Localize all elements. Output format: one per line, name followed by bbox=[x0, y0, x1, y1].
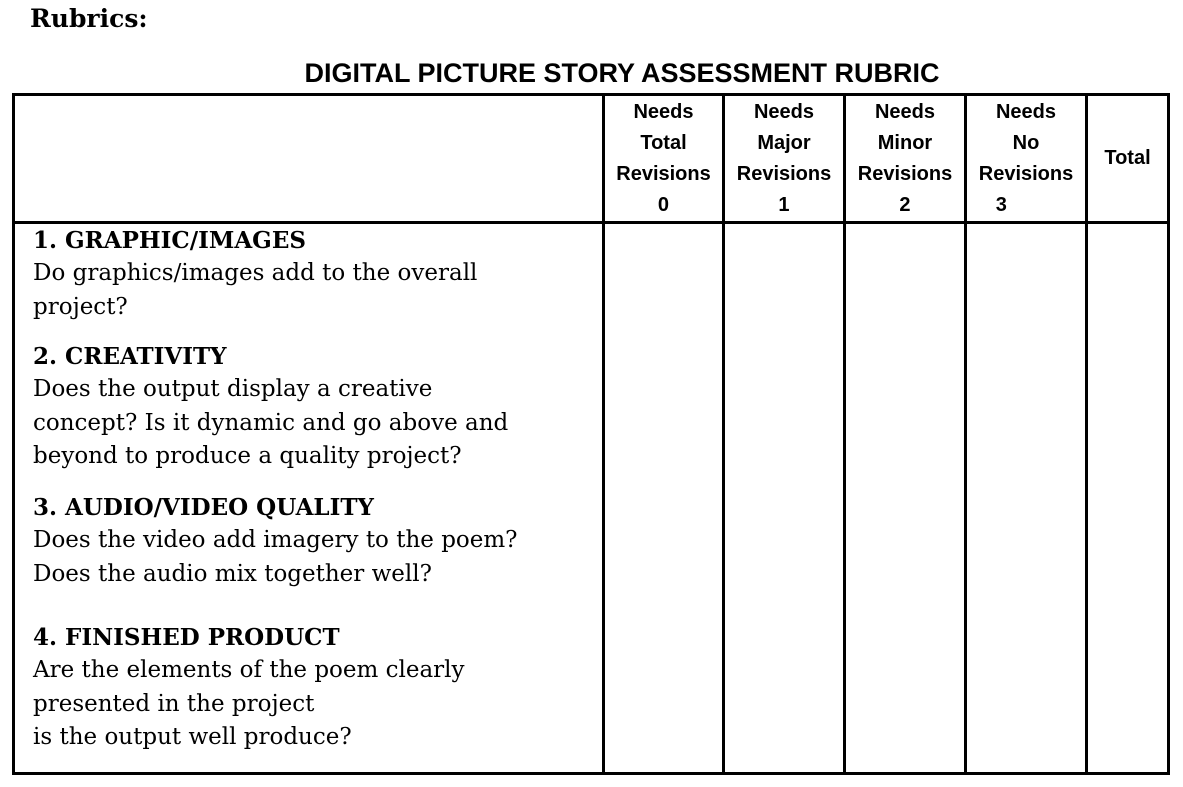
criterion-name: 1. GRAPHIC/IMAGES bbox=[33, 227, 306, 254]
column-header-line: Needs bbox=[874, 100, 935, 123]
column-header-needs-minor-revisions: Needs Minor Revisions 2 bbox=[846, 96, 964, 221]
criterion-description: Does the video add imagery to the poem? … bbox=[33, 527, 518, 587]
criterion-creativity: 2. CREATIVITY Does the output display a … bbox=[33, 340, 603, 474]
column-divider bbox=[1085, 96, 1088, 772]
column-score: 0 bbox=[657, 193, 670, 216]
column-header-line: Needs bbox=[995, 100, 1056, 123]
total-label: Total bbox=[1104, 147, 1151, 169]
header-divider bbox=[15, 221, 1167, 224]
column-header-needs-no-revisions: Needs No Revisions 3 bbox=[967, 96, 1085, 221]
column-header-line: Revisions bbox=[616, 162, 711, 185]
column-header-line: No bbox=[1012, 131, 1040, 154]
column-header-line: Needs bbox=[633, 100, 694, 123]
column-header-line: Minor bbox=[877, 131, 933, 154]
rubrics-heading: Rubrics: bbox=[30, 4, 148, 33]
criterion-graphic-images: 1. GRAPHIC/IMAGES Do graphics/images add… bbox=[33, 224, 603, 324]
criterion-audio-video-quality: 3. AUDIO/VIDEO QUALITY Does the video ad… bbox=[33, 491, 603, 591]
column-header-line: Needs bbox=[753, 100, 814, 123]
column-score: 3 bbox=[995, 193, 1007, 216]
rubric-table: Needs Total Revisions 0 Needs Major Revi… bbox=[12, 93, 1170, 775]
criterion-name: 2. CREATIVITY bbox=[33, 343, 227, 370]
column-header-line: Major bbox=[757, 131, 811, 154]
column-header-line: Revisions bbox=[857, 162, 953, 185]
column-divider bbox=[964, 96, 967, 772]
criterion-description: Does the output display a creative conce… bbox=[33, 376, 509, 469]
column-header-needs-total-revisions: Needs Total Revisions 0 bbox=[605, 96, 722, 221]
column-score: 1 bbox=[778, 193, 790, 216]
criterion-name: 4. FINISHED PRODUCT bbox=[33, 624, 340, 651]
column-divider bbox=[602, 96, 605, 772]
criterion-description: Do graphics/images add to the overall pr… bbox=[33, 260, 478, 320]
criterion-finished-product: 4. FINISHED PRODUCT Are the elements of … bbox=[33, 621, 603, 755]
column-header-total: Total bbox=[1088, 96, 1167, 221]
rubric-title: DIGITAL PICTURE STORY ASSESSMENT RUBRIC bbox=[304, 58, 940, 88]
column-header-needs-major-revisions: Needs Major Revisions 1 bbox=[725, 96, 843, 221]
column-header-line: Revisions bbox=[736, 162, 832, 185]
criterion-description: Are the elements of the poem clearly pre… bbox=[33, 657, 465, 750]
column-score: 2 bbox=[899, 193, 911, 216]
column-header-line: Total bbox=[640, 131, 687, 154]
criterion-name: 3. AUDIO/VIDEO QUALITY bbox=[33, 494, 374, 521]
column-header-line: Revisions bbox=[978, 162, 1074, 185]
column-divider bbox=[843, 96, 846, 772]
column-divider bbox=[722, 96, 725, 772]
